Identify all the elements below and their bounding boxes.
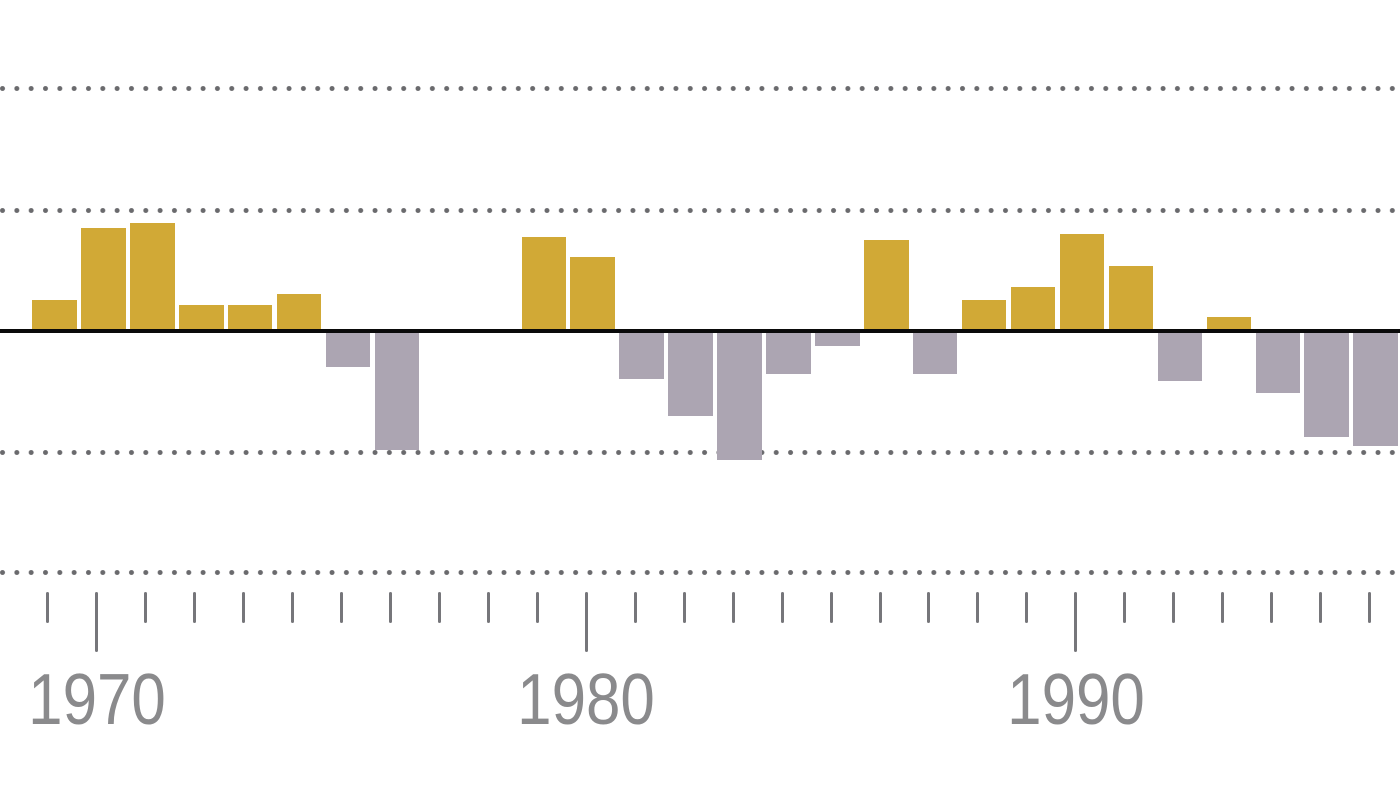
bar-1992 [1157, 333, 1203, 382]
bar-1972 [179, 304, 224, 329]
x-tick-1990 [1074, 592, 1078, 652]
bar-1982 [668, 333, 713, 417]
x-tick-1981 [633, 592, 637, 623]
x-axis-label-1970: 1970 [27, 660, 166, 740]
gridline-minus-1 [0, 450, 1400, 455]
bar-1986 [864, 239, 909, 329]
zero-baseline [0, 329, 1400, 333]
gridline-plus-2 [0, 86, 1400, 91]
bar-1985 [815, 333, 860, 347]
x-tick-1978 [486, 592, 490, 623]
x-tick-1969 [46, 592, 50, 623]
x-axis-label-1990: 1990 [1006, 660, 1145, 740]
x-tick-1979 [535, 592, 539, 623]
bar-1980 [570, 256, 615, 329]
bar-1979 [521, 237, 567, 329]
x-tick-1985 [829, 592, 833, 623]
x-tick-1982 [682, 592, 686, 623]
bar-1984 [766, 333, 811, 374]
x-tick-1976 [388, 592, 392, 623]
x-tick-1974 [291, 592, 294, 623]
bar-1970 [81, 227, 126, 329]
x-tick-1970 [95, 592, 99, 652]
x-tick-1977 [437, 592, 441, 623]
x-tick-1983 [731, 592, 735, 623]
bar-1971 [130, 222, 175, 329]
x-tick-1988 [976, 592, 980, 623]
bar-1987 [912, 333, 958, 374]
bar-1989 [1010, 286, 1056, 329]
bar-1975 [325, 333, 371, 367]
x-axis-label-1980: 1980 [517, 660, 656, 740]
bar-1974 [276, 294, 322, 329]
x-tick-1973 [242, 592, 246, 623]
x-tick-1971 [144, 592, 148, 623]
x-tick-1993 [1221, 592, 1225, 623]
bar-1976 [374, 333, 420, 450]
bar-1991 [1108, 266, 1154, 329]
bar-1988 [961, 300, 1007, 329]
x-tick-1995 [1319, 592, 1323, 623]
x-tick-1996 [1368, 592, 1372, 623]
bar-1981 [619, 333, 664, 379]
x-tick-1991 [1123, 592, 1127, 623]
bar-1994 [1255, 333, 1300, 394]
bar-1969 [32, 300, 77, 329]
x-tick-1972 [193, 592, 197, 623]
gridline-minus-2 [0, 570, 1400, 575]
bar-1990 [1059, 233, 1105, 329]
x-tick-1987 [927, 592, 931, 623]
x-tick-1984 [780, 592, 784, 623]
x-tick-1989 [1025, 592, 1029, 623]
bar-1996 [1353, 333, 1398, 447]
x-tick-1975 [339, 592, 343, 623]
bar-1995 [1304, 333, 1349, 437]
x-tick-1980 [584, 592, 588, 652]
x-tick-1992 [1172, 592, 1176, 623]
bar-1993 [1206, 316, 1252, 329]
x-tick-1994 [1270, 592, 1274, 623]
gridline-plus-1 [0, 208, 1400, 213]
bar-1983 [717, 333, 762, 460]
bar-1973 [227, 304, 273, 329]
x-tick-1986 [878, 592, 882, 623]
